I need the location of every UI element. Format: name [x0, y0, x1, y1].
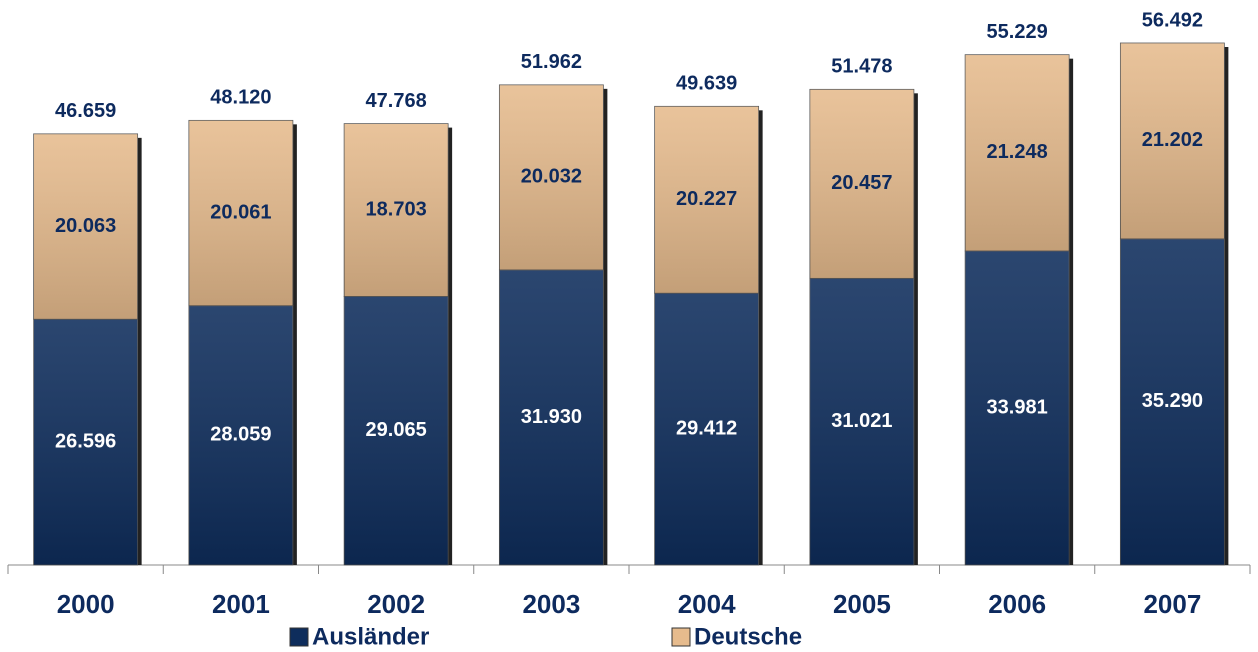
data-label: 20.061 [210, 201, 271, 223]
bar-shade [965, 54, 1070, 252]
bar-shade [809, 89, 914, 279]
data-label: 29.065 [366, 419, 427, 441]
bar-shade [809, 278, 914, 565]
total-label: 51.478 [831, 56, 892, 78]
x-tick-label: 2006 [988, 589, 1046, 619]
legend-label: Deutsche [694, 623, 802, 650]
legend-swatch [671, 627, 691, 647]
data-label: 20.063 [55, 215, 116, 237]
data-label: 20.227 [676, 188, 737, 210]
total-label: 55.229 [987, 21, 1048, 43]
total-label: 47.768 [366, 90, 427, 112]
bar-shade [654, 293, 759, 565]
bar-shade [344, 296, 449, 565]
data-label: 20.457 [831, 172, 892, 194]
bar-shade [33, 319, 138, 565]
data-label: 29.412 [676, 417, 737, 439]
legend-label: Ausländer [312, 623, 429, 650]
bar-shade [1120, 43, 1225, 239]
data-label: 31.930 [521, 406, 582, 428]
bar-shade [188, 120, 293, 306]
data-label: 18.703 [366, 198, 427, 220]
total-label: 51.962 [521, 51, 582, 73]
total-label: 46.659 [55, 100, 116, 122]
x-tick-label: 2007 [1143, 589, 1201, 619]
bar-shade [654, 106, 759, 294]
data-label: 21.248 [987, 141, 1048, 163]
x-tick-label: 2002 [367, 589, 425, 619]
x-tick-label: 2001 [212, 589, 270, 619]
data-label: 28.059 [210, 424, 271, 446]
data-label: 26.596 [55, 430, 116, 452]
bar-shade [499, 269, 604, 565]
bar-shade [499, 84, 604, 270]
bar-shade [344, 123, 449, 297]
x-tick-label: 2003 [522, 589, 580, 619]
x-tick-label: 2000 [57, 589, 115, 619]
data-label: 35.290 [1142, 390, 1203, 412]
bar-shade [33, 133, 138, 320]
total-label: 49.639 [676, 73, 737, 95]
data-label: 21.202 [1142, 129, 1203, 151]
total-label: 56.492 [1142, 9, 1203, 31]
bar-shade [188, 305, 293, 565]
bar-shade [965, 251, 1070, 565]
data-label: 33.981 [987, 396, 1048, 418]
data-label: 31.021 [831, 410, 892, 432]
legend-swatch [289, 627, 309, 647]
x-tick-label: 2005 [833, 589, 891, 619]
bar-shade [1120, 238, 1225, 566]
total-label: 48.120 [210, 87, 271, 109]
data-label: 20.032 [521, 166, 582, 188]
x-tick-label: 2004 [678, 589, 736, 619]
